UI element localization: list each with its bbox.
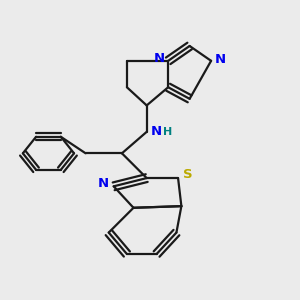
Text: N: N bbox=[215, 53, 226, 66]
Text: N: N bbox=[153, 52, 164, 65]
Text: N: N bbox=[98, 177, 109, 190]
Text: H: H bbox=[163, 127, 172, 137]
Text: N: N bbox=[150, 125, 161, 138]
Text: S: S bbox=[183, 168, 193, 181]
